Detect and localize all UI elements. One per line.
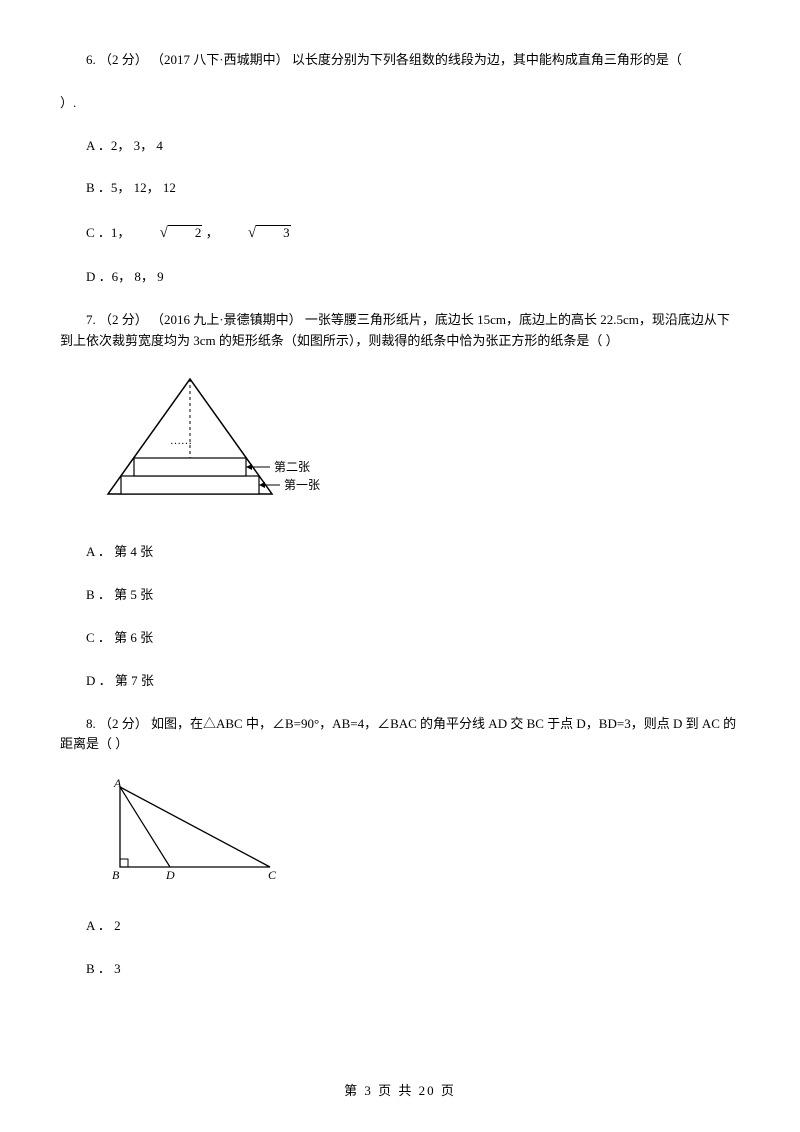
q6-option-c: C ．1， √2 ， √3 [60,221,740,245]
q6-option-d: D ．6， 8， 9 [60,267,740,288]
q7-label-strip2: 第二张 [274,460,310,474]
q8-option-b: B ． 3 [60,959,740,980]
q8-figure: A B D C [100,777,740,894]
q6-option-a: A ．2， 3， 4 [60,136,740,157]
q7-label-strip1: 第一张 [284,478,320,492]
page-footer: 第 3 页 共 20 页 [0,1081,800,1102]
q7-option-d: D ． 第 7 张 [60,671,740,692]
q8-label-D: D [165,868,175,882]
sqrt-icon: √2 [134,221,203,245]
sqrt-icon: √3 [222,221,291,245]
q7-figure: …… 第二张 第一张 [100,374,740,521]
q7-option-c: C ． 第 6 张 [60,628,740,649]
q7-option-a: A ． 第 4 张 [60,542,740,563]
q6-option-c-prefix: C ．1， [86,225,130,240]
q6-stem-line1: 6. （2 分） （2017 八下·西城期中） 以长度分别为下列各组数的线段为边… [60,50,740,71]
q8-stem: 8. （2 分） 如图，在△ABC 中，∠B=90°，AB=4，∠BAC 的角平… [60,714,740,756]
q7-dots: …… [170,435,192,447]
q6-rad2: 3 [256,225,291,239]
q8-label-B: B [112,868,120,882]
q8-label-C: C [268,868,277,882]
q8-option-a: A ． 2 [60,916,740,937]
q6-stem-line2: ）. [60,93,740,114]
q6-option-b: B ．5， 12， 12 [60,178,740,199]
q6-option-c-mid: ， [206,225,219,240]
q7-option-b: B ． 第 5 张 [60,585,740,606]
q8-label-A: A [113,777,122,790]
q7-stem: 7. （2 分） （2016 九上·景德镇期中） 一张等腰三角形纸片，底边长 1… [60,310,740,352]
q6-rad1: 2 [168,225,203,239]
